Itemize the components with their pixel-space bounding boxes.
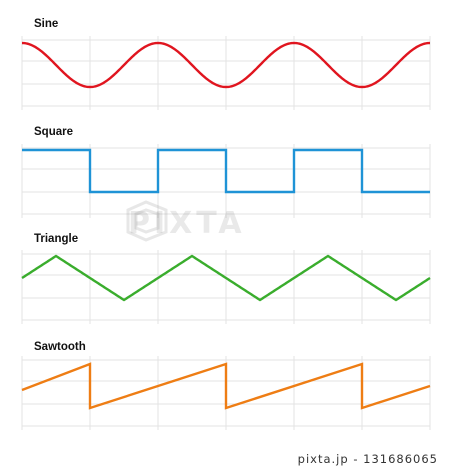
- footer: pixta.jp - 131686065: [0, 450, 450, 469]
- grid-sine: [21, 36, 431, 110]
- grid-triangle: [21, 250, 431, 324]
- sawtooth-wave: [21, 362, 431, 410]
- watermark: PIXTA: [128, 206, 246, 241]
- square-wave: [22, 148, 430, 194]
- footer-stock-id: pixta.jp - 131686065: [297, 452, 438, 466]
- triangle-wave: [21, 254, 431, 302]
- sine-label: Sine: [34, 18, 59, 30]
- square-label: Square: [34, 126, 73, 138]
- pixta-logo-icon: [126, 200, 168, 242]
- triangle-label: Triangle: [34, 233, 79, 245]
- sawtooth-label: Sawtooth: [34, 341, 86, 353]
- sine-wave: [21, 41, 431, 89]
- waveform-diagram: [21, 36, 431, 430]
